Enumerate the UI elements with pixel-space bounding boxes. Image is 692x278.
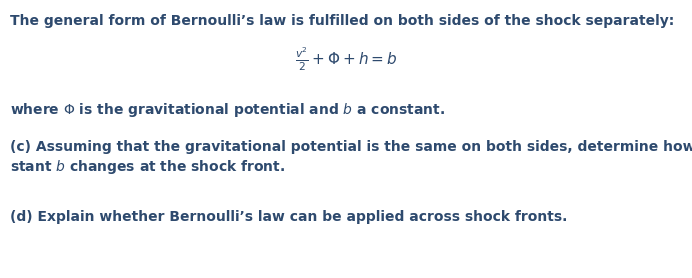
Text: (d) Explain whether Bernoulli’s law can be applied across shock fronts.: (d) Explain whether Bernoulli’s law can … (10, 210, 567, 224)
Text: (c) Assuming that the gravitational potential is the same on both sides, determi: (c) Assuming that the gravitational pote… (10, 140, 692, 154)
Text: $\frac{v^2}{2} + \Phi + h = b$: $\frac{v^2}{2} + \Phi + h = b$ (295, 46, 397, 73)
Text: where $\Phi$ is the gravitational potential and $b$ a constant.: where $\Phi$ is the gravitational potent… (10, 101, 445, 119)
Text: stant $b$ changes at the shock front.: stant $b$ changes at the shock front. (10, 158, 285, 176)
Text: The general form of Bernoulli’s law is fulfilled on both sides of the shock sepa: The general form of Bernoulli’s law is f… (10, 14, 674, 28)
